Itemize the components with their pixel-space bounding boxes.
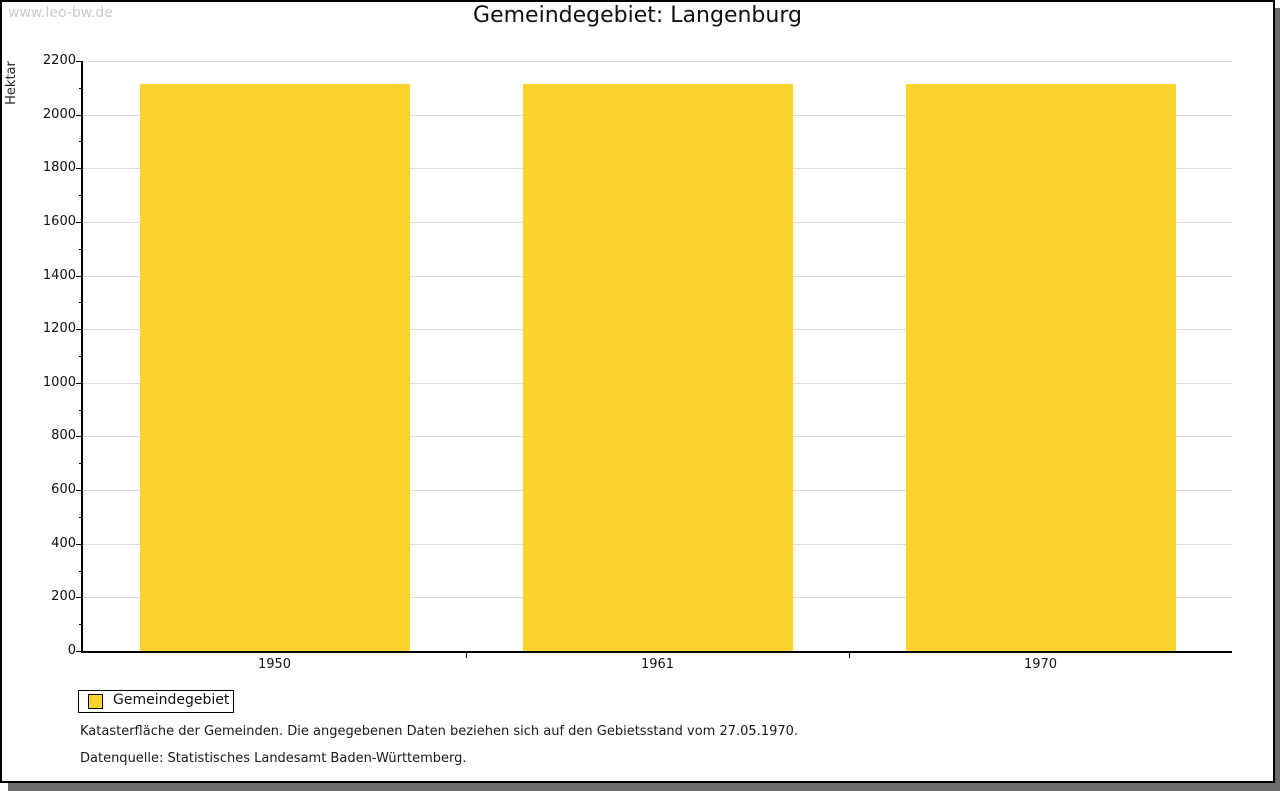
y-gridline	[83, 61, 1232, 62]
y-tick-label: 400	[51, 536, 76, 551]
y-axis-line	[81, 61, 83, 653]
footnote-source-description: Katasterfläche der Gemeinden. Die angege…	[80, 724, 799, 739]
y-tick	[76, 597, 83, 598]
y-tick	[76, 383, 83, 384]
y-tick-label: 0	[67, 643, 76, 658]
bar	[523, 84, 793, 651]
y-tick	[76, 651, 83, 652]
y-tick-label: 1400	[42, 268, 76, 283]
bar	[140, 84, 410, 651]
footnote-data-source: Datenquelle: Statistisches Landesamt Bad…	[80, 751, 467, 766]
legend-label: Gemeindegebiet	[113, 692, 230, 708]
y-tick	[76, 61, 83, 62]
y-tick-label: 200	[51, 589, 76, 604]
category-boundary-tick	[466, 653, 467, 658]
category-boundary-tick	[849, 653, 850, 658]
x-category-label: 1950	[257, 657, 292, 672]
drop-shadow-bottom	[8, 783, 1280, 791]
y-tick-label: 1800	[42, 160, 76, 175]
watermark: www.leo-bw.de	[8, 5, 113, 21]
x-category-label: 1961	[640, 657, 675, 672]
y-tick-label: 2000	[42, 107, 76, 122]
y-tick	[76, 490, 83, 491]
bar	[906, 84, 1176, 651]
drop-shadow-right	[1275, 8, 1280, 791]
y-tick	[76, 276, 83, 277]
y-tick	[76, 436, 83, 437]
x-axis-line	[81, 651, 1232, 653]
y-tick	[76, 168, 83, 169]
y-tick-label: 600	[51, 482, 76, 497]
x-category-label: 1970	[1023, 657, 1058, 672]
chart-title: Gemeindegebiet: Langenburg	[473, 3, 802, 28]
y-tick-label: 2200	[42, 53, 76, 68]
y-tick	[76, 544, 83, 545]
y-tick-label: 800	[51, 428, 76, 443]
y-tick-label: 1000	[42, 375, 76, 390]
y-tick-label: 1200	[42, 321, 76, 336]
y-tick	[76, 115, 83, 116]
y-tick	[76, 222, 83, 223]
y-tick-label: 1600	[42, 214, 76, 229]
y-tick	[76, 329, 83, 330]
legend-swatch	[88, 694, 103, 709]
y-axis-title: Hektar	[4, 61, 19, 105]
legend: Gemeindegebiet	[78, 690, 234, 713]
